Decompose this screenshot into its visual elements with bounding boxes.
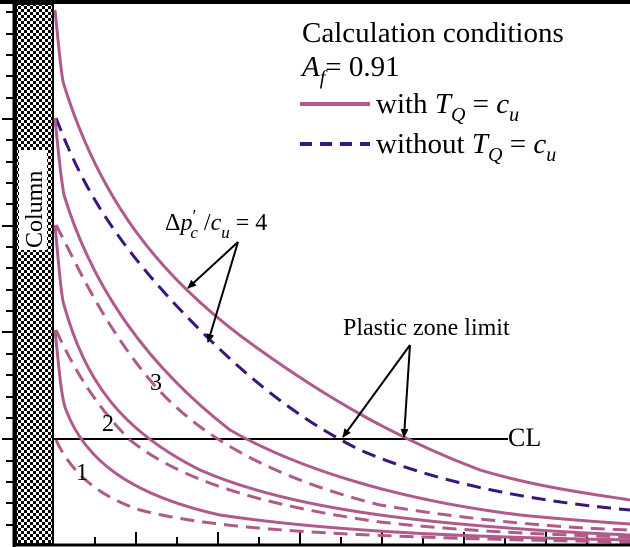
y-ticks [2, 11, 14, 526]
curves [53, 9, 630, 544]
cl-label: CL [508, 423, 541, 452]
legend-entry-with: with TQ = cu [300, 88, 519, 126]
curve-label-2: 2 [102, 411, 114, 437]
legend-subtitle: Af= 0.91 [300, 51, 400, 89]
curve-label-1: 1 [76, 460, 88, 486]
ratio-label: Δp′ c /cu = 4 [165, 206, 267, 242]
legend-title: Calculation conditions [302, 17, 564, 49]
curve-3-without [54, 224, 630, 532]
plastic-zone-annotation: Plastic zone limit [342, 315, 510, 438]
column-label: Column [22, 171, 48, 248]
curve-4-with [53, 9, 630, 502]
column: Column [15, 3, 54, 545]
curve-3-with [53, 117, 630, 526]
svg-text:without TQ = cu: without TQ = cu [376, 128, 556, 166]
plastic-zone-label: Plastic zone limit [343, 315, 510, 341]
ratio-annotation: Δp′ c /cu = 4 [165, 206, 267, 343]
svg-text:with TQ = cu: with TQ = cu [376, 88, 519, 126]
curve-2-with [53, 224, 630, 537]
curve-4-without [54, 117, 630, 512]
curve-labels: 1 2 3 [76, 370, 162, 486]
curve-1-with [53, 329, 630, 542]
curve-2-without [54, 329, 630, 539]
curve-label-3: 3 [150, 370, 162, 396]
cl-line: CL [53, 423, 541, 452]
curve-1-without [54, 439, 630, 544]
legend: Calculation conditions Af= 0.91 with TQ … [300, 17, 564, 166]
legend-entry-without: without TQ = cu [300, 128, 556, 166]
